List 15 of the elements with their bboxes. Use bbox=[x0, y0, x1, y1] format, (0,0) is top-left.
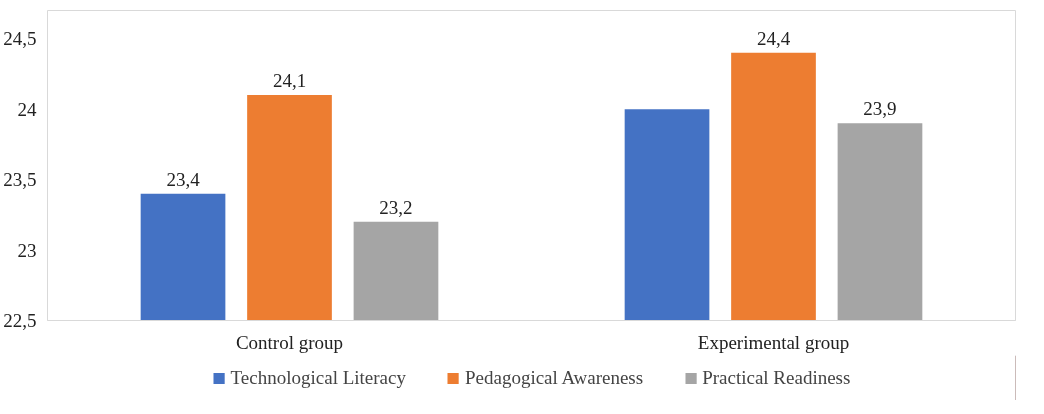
legend-label: Practical Readiness bbox=[702, 366, 851, 389]
y-tick-label: 22,5 bbox=[3, 310, 37, 331]
x-tick-label: Control group bbox=[235, 331, 344, 353]
y-tick-label: 23 bbox=[17, 239, 37, 261]
data-label: 23,4 bbox=[166, 168, 201, 190]
y-tick-label: 23,5 bbox=[3, 169, 37, 191]
y-tick-label: 24,5 bbox=[3, 28, 37, 50]
x-tick-label: Experimental group bbox=[697, 331, 850, 353]
legend-label: Technological Literacy bbox=[230, 366, 406, 389]
legend-label: Pedagogical Awareness bbox=[464, 366, 644, 389]
data-label: 23,2 bbox=[379, 196, 413, 218]
data-label: 24,1 bbox=[272, 70, 307, 92]
data-label: 23,9 bbox=[863, 98, 897, 120]
data-label: 24,4 bbox=[756, 27, 791, 49]
y-tick-label: 24 bbox=[17, 98, 37, 120]
